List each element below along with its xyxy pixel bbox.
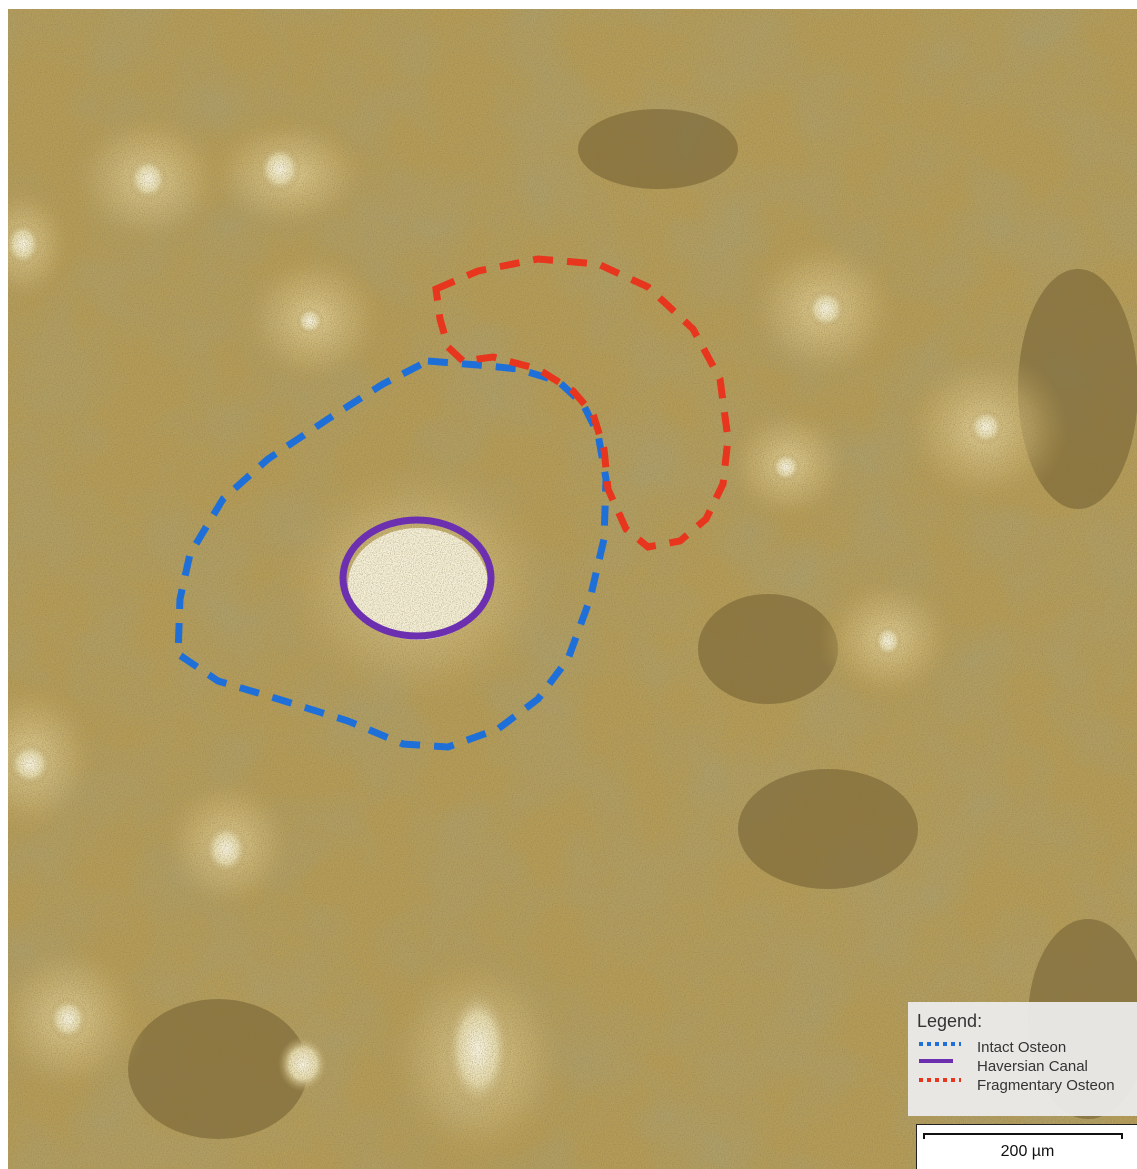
legend-item-fragmentary-osteon: Fragmentary Osteon bbox=[917, 1076, 1137, 1095]
legend-item-intact-osteon: Intact Osteon bbox=[917, 1038, 1137, 1057]
solid-line-purple-icon bbox=[919, 1059, 953, 1063]
intact-osteon-outline bbox=[174, 357, 610, 751]
dotted-line-blue-icon bbox=[919, 1042, 961, 1046]
haversian-canal-outline bbox=[339, 516, 495, 640]
legend-label-fragmentary-osteon: Fragmentary Osteon bbox=[977, 1077, 1115, 1094]
legend: Legend: Intact Osteon Haversian Canal Fr… bbox=[908, 1002, 1137, 1116]
scale-bar: 200 µm bbox=[916, 1124, 1137, 1169]
scale-bar-line bbox=[923, 1133, 1123, 1139]
legend-label-intact-osteon: Intact Osteon bbox=[977, 1039, 1067, 1056]
dotted-line-red-icon bbox=[919, 1078, 961, 1082]
micrograph-image bbox=[8, 9, 1137, 1169]
scale-bar-label: 200 µm bbox=[1000, 1143, 1055, 1160]
bone-micrograph bbox=[8, 9, 1137, 1169]
legend-label-haversian-canal: Haversian Canal bbox=[977, 1058, 1088, 1075]
fragmentary-osteon-outline bbox=[432, 255, 732, 551]
legend-title: Legend: bbox=[917, 1011, 983, 1031]
legend-item-haversian-canal: Haversian Canal bbox=[917, 1057, 1137, 1076]
